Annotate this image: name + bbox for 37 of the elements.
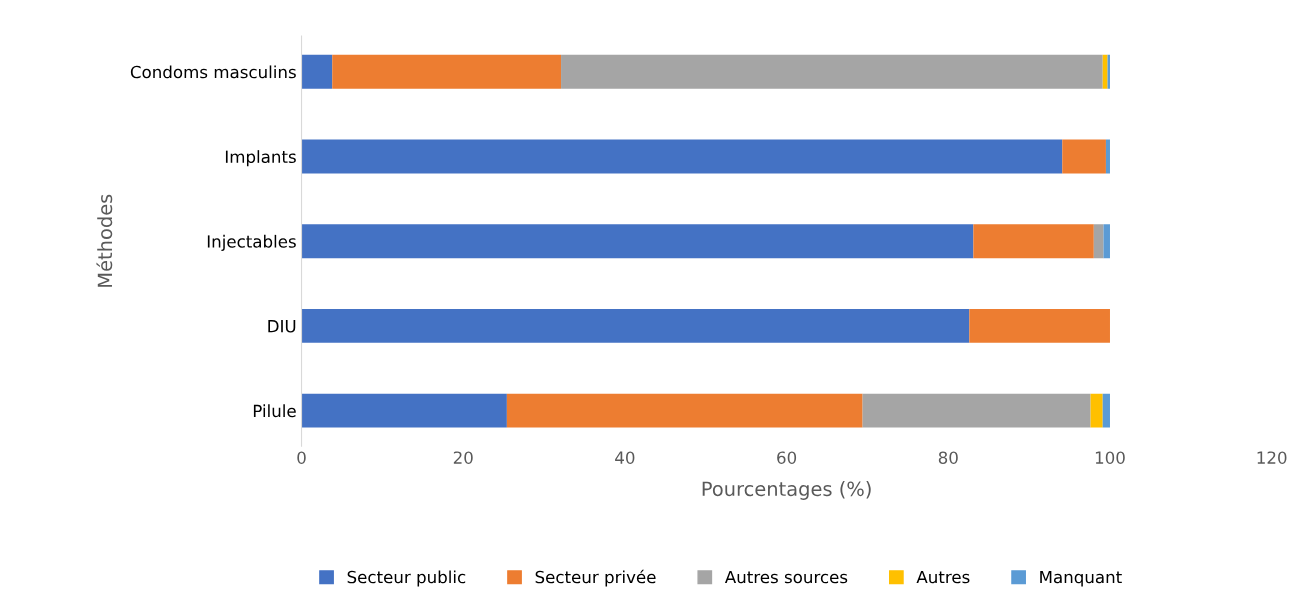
x-tick-label: 100: [1095, 451, 1125, 464]
bar: [506, 393, 863, 428]
bar: [1103, 224, 1110, 259]
bar: [969, 308, 1110, 343]
y-axis-title: Méthodes: [96, 194, 113, 287]
x-tick-label: 60: [777, 451, 797, 464]
x-tick-label: 120: [1257, 451, 1287, 464]
bar: [1093, 224, 1104, 259]
bar: [1062, 139, 1106, 174]
bar: [561, 54, 1103, 89]
bar: [301, 308, 970, 343]
legend-label: Secteur public: [347, 570, 466, 587]
bar: [1105, 139, 1110, 174]
legend-label: Secteur privée: [535, 569, 656, 587]
bar: [862, 393, 1091, 428]
x-tick-label: 80: [938, 451, 958, 464]
legend-label: Manquant: [1040, 570, 1122, 587]
legend-label: Autres: [916, 570, 970, 584]
bar: [1102, 393, 1110, 428]
bar: [332, 54, 562, 89]
bar: [1090, 393, 1103, 428]
x-tick-label: 40: [615, 451, 635, 464]
y-tick-label: Pilule: [253, 404, 296, 418]
y-tick-label: Condoms masculins: [130, 65, 296, 79]
bar: [973, 224, 1094, 259]
x-tick-label: 20: [453, 451, 473, 464]
bar: [301, 224, 974, 259]
bar: [301, 54, 333, 89]
y-tick-label: DIU: [268, 320, 296, 333]
legend-label: Autres sources: [724, 570, 848, 584]
y-tick-label: Injectables: [207, 234, 296, 251]
bar: [301, 139, 1063, 174]
bar: [1102, 54, 1108, 89]
y-tick-label: Implants: [225, 150, 296, 167]
x-tick-label: 0: [297, 451, 306, 464]
x-axis-title: Pourcentages (%): [702, 481, 871, 500]
bar: [301, 393, 507, 428]
